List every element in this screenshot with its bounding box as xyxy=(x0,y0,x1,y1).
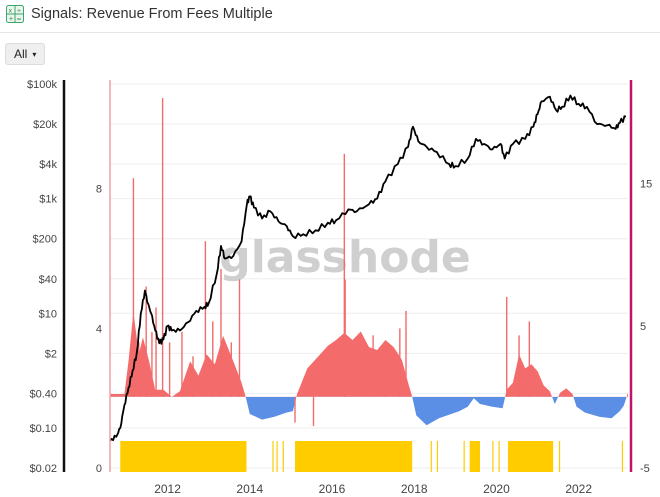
tick-labels: $100k $20k $4k $1k $200 $40 $10 $2 $0.40 $0.10 $0.… xyxy=(27,79,652,496)
x-tick-label: 2022 xyxy=(565,482,592,496)
x-tick-label: 2020 xyxy=(483,482,510,496)
spreadsheet-icon: x ÷ + = xyxy=(6,5,24,23)
signal-period-bar xyxy=(282,441,284,472)
chevron-down-icon: ▾ xyxy=(32,50,37,59)
signal-period-bar xyxy=(436,441,439,472)
price-tick-label: $0.40 xyxy=(29,388,57,400)
price-line xyxy=(109,94,627,442)
oscillator-tick-label: 15 xyxy=(640,179,652,191)
signal-period-bar xyxy=(469,441,480,472)
oscillator-positive-area xyxy=(110,311,628,397)
signal-period-bar xyxy=(558,441,561,472)
price-tick-label: $1k xyxy=(39,194,57,206)
price-tick-label: $0.10 xyxy=(29,423,57,435)
page-title: Signals: Revenue From Fees Multiple xyxy=(31,6,273,22)
multiple-tick-label: 0 xyxy=(96,463,102,475)
fees-multiple-chart: glasshode $100k$20k$4k$1k$200$40$10$2$0.… xyxy=(27,79,652,496)
multiple-spikes xyxy=(132,97,531,427)
signal-periods xyxy=(120,441,624,472)
signal-period-bar xyxy=(507,441,554,472)
svg-text:+: + xyxy=(9,16,14,23)
oscillator-tick-label: -5 xyxy=(640,463,650,475)
time-range-label: All xyxy=(14,47,28,61)
price-tick-label: $20k xyxy=(33,119,57,131)
oscillator-negative-area xyxy=(110,396,628,426)
price-series xyxy=(109,94,627,442)
svg-text:x: x xyxy=(9,8,13,15)
x-tick-label: 2012 xyxy=(154,482,181,496)
oscillator-series xyxy=(110,311,628,426)
signal-period-bar xyxy=(492,441,494,472)
svg-text:÷: ÷ xyxy=(17,8,22,15)
signal-period-bar xyxy=(295,441,413,472)
signal-period-bar xyxy=(498,441,500,472)
signal-period-bar xyxy=(120,441,247,472)
price-tick-label: $40 xyxy=(39,274,57,286)
signal-period-bar xyxy=(621,441,624,472)
time-range-dropdown[interactable]: All ▾ xyxy=(5,43,46,65)
price-tick-label: $2 xyxy=(45,348,57,360)
price-tick-label: $4k xyxy=(39,159,57,171)
signal-period-bar xyxy=(272,441,274,472)
price-tick-label: $100k xyxy=(27,79,57,91)
oscillator-tick-label: 5 xyxy=(640,321,646,333)
signal-period-bar xyxy=(276,441,278,472)
svg-text:=: = xyxy=(17,16,22,23)
price-tick-label: $0.02 xyxy=(29,463,57,475)
signal-period-bar xyxy=(430,441,432,472)
header-bar: x ÷ + = Signals: Revenue From Fees Multi… xyxy=(0,0,660,33)
axes xyxy=(62,80,633,472)
price-tick-label: $10 xyxy=(39,308,57,320)
x-tick-label: 2014 xyxy=(236,482,263,496)
price-tick-label: $200 xyxy=(33,234,57,246)
signal-period-bar xyxy=(463,441,465,472)
multiple-tick-label: 4 xyxy=(96,323,102,335)
multiple-tick-label: 8 xyxy=(96,184,102,196)
x-tick-label: 2016 xyxy=(319,482,346,496)
x-tick-label: 2018 xyxy=(401,482,428,496)
